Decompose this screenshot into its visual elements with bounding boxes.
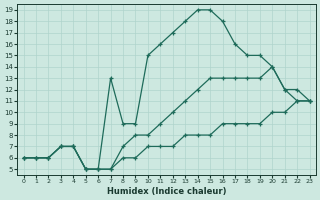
X-axis label: Humidex (Indice chaleur): Humidex (Indice chaleur)	[107, 187, 226, 196]
